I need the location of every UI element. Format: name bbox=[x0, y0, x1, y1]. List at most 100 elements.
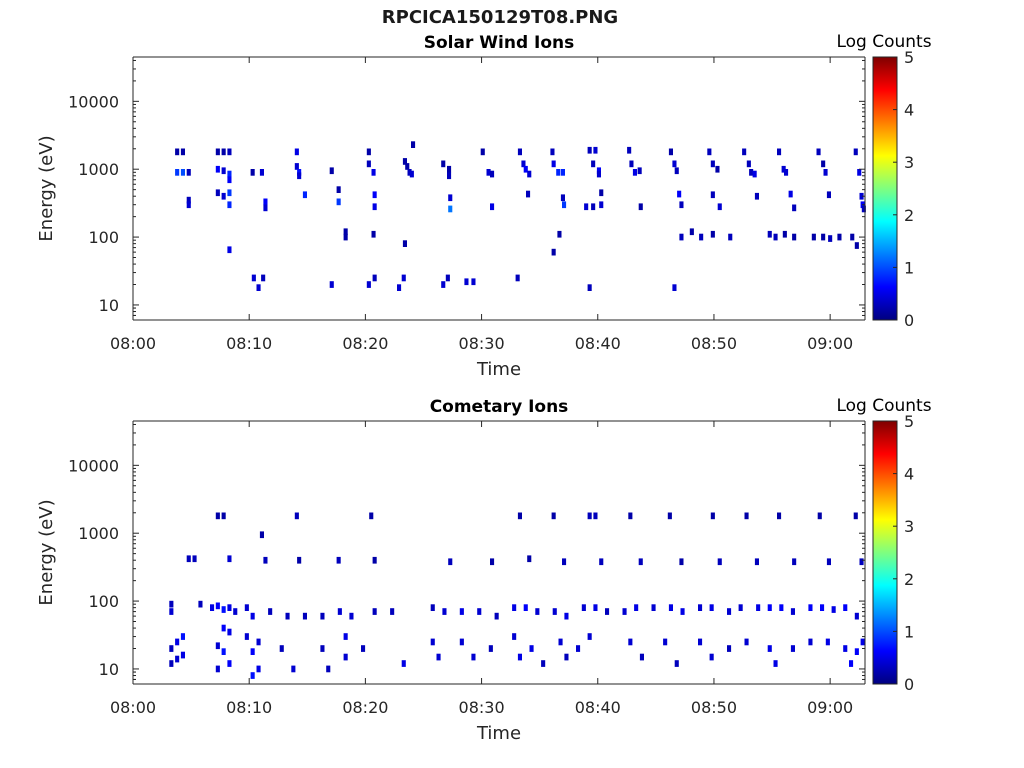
heatmap-cell bbox=[784, 169, 789, 176]
heatmap-cell bbox=[430, 604, 435, 611]
y-axis-label: Energy (eV) bbox=[36, 499, 57, 605]
heatmap-cell bbox=[169, 660, 174, 667]
heatmap-cell bbox=[651, 604, 656, 611]
heatmap-cell bbox=[227, 170, 232, 178]
heatmap-cell bbox=[558, 638, 563, 646]
heatmap-cell bbox=[244, 633, 249, 640]
heatmap-cell bbox=[523, 604, 528, 611]
heatmap-cell bbox=[526, 190, 531, 198]
heatmap-cell bbox=[343, 233, 348, 241]
x-tick-label: 08:10 bbox=[226, 334, 272, 353]
heatmap-cell bbox=[261, 274, 266, 282]
heatmap-cell bbox=[717, 558, 722, 566]
heatmap-cell bbox=[742, 148, 747, 156]
heatmap-cell bbox=[411, 141, 416, 148]
heatmap-cell bbox=[221, 624, 226, 632]
heatmap-cell bbox=[715, 165, 720, 173]
heatmap-cell bbox=[587, 633, 592, 640]
heatmap-cell bbox=[294, 163, 299, 170]
heatmap-cell bbox=[756, 604, 761, 611]
heatmap-cell bbox=[409, 170, 414, 178]
heatmap-cell bbox=[227, 148, 232, 156]
heatmap-cell bbox=[250, 169, 255, 176]
heatmap-cell bbox=[361, 645, 366, 652]
heatmap-cell bbox=[727, 608, 732, 615]
heatmap-cell bbox=[336, 556, 341, 564]
heatmap-cell bbox=[343, 228, 348, 236]
heatmap-cell bbox=[302, 612, 307, 620]
heatmap-cell bbox=[710, 512, 715, 520]
heatmap-cell bbox=[854, 242, 859, 249]
panel-title: Solar Wind Ions bbox=[424, 33, 575, 53]
heatmap-cell bbox=[263, 198, 268, 206]
colorbar-tick-label: 0 bbox=[904, 675, 914, 694]
heatmap-cell bbox=[727, 645, 732, 652]
heatmap-cell bbox=[517, 148, 522, 156]
heatmap-cell bbox=[638, 203, 643, 211]
heatmap-cell bbox=[372, 274, 377, 282]
heatmap-cell bbox=[551, 512, 556, 520]
heatmap-cell bbox=[527, 170, 532, 178]
heatmap-cell bbox=[221, 606, 226, 613]
heatmap-cell bbox=[593, 512, 598, 520]
heatmap-cell bbox=[366, 160, 371, 168]
heatmap-cell bbox=[788, 190, 793, 198]
heatmap-cell bbox=[285, 612, 290, 620]
heatmap-cell bbox=[599, 189, 604, 197]
heatmap-cell bbox=[447, 172, 452, 180]
heatmap-cell bbox=[169, 645, 174, 652]
heatmap-cell bbox=[629, 160, 634, 168]
x-tick-label: 08:40 bbox=[575, 334, 621, 353]
heatmap-cell bbox=[709, 653, 714, 661]
heatmap-cell bbox=[175, 638, 180, 646]
colorbar-tick-label: 4 bbox=[904, 101, 914, 120]
heatmap-cell bbox=[674, 660, 679, 667]
heatmap-cell bbox=[180, 651, 185, 659]
heatmap-cell bbox=[372, 191, 377, 199]
heatmap-cell bbox=[371, 230, 376, 238]
heatmap-cell bbox=[593, 146, 598, 154]
heatmap-cell bbox=[233, 608, 238, 615]
heatmap-cell bbox=[459, 638, 464, 646]
heatmap-cell bbox=[562, 558, 567, 566]
heatmap-cell bbox=[227, 189, 232, 197]
heatmap-cell bbox=[227, 628, 232, 636]
heatmap-cell bbox=[689, 228, 694, 236]
heatmap-cell bbox=[320, 645, 325, 652]
heatmap-cell bbox=[256, 284, 261, 291]
x-axis-label: Time bbox=[476, 723, 521, 744]
heatmap-cell bbox=[250, 672, 255, 679]
heatmap-cell bbox=[512, 604, 517, 611]
x-tick-label: 09:00 bbox=[807, 334, 853, 353]
heatmap-cell bbox=[402, 158, 407, 165]
heatmap-cell bbox=[853, 512, 858, 520]
panel-title: Cometary Ions bbox=[430, 397, 569, 417]
heatmap-cell bbox=[291, 665, 296, 673]
heatmap-cell bbox=[584, 203, 589, 211]
colorbar-tick-label: 0 bbox=[904, 311, 914, 330]
heatmap-cell bbox=[550, 148, 555, 156]
x-tick-label: 08:40 bbox=[575, 698, 621, 717]
heatmap-cell bbox=[854, 648, 859, 655]
heatmap-cell bbox=[639, 653, 644, 661]
heatmap-cell bbox=[599, 558, 604, 566]
heatmap-cell bbox=[622, 608, 627, 615]
plot-area bbox=[133, 57, 865, 320]
heatmap-cell bbox=[215, 642, 220, 650]
heatmap-cell bbox=[699, 233, 704, 241]
y-tick-label: 10000 bbox=[68, 92, 119, 111]
heatmap-cell bbox=[372, 203, 377, 211]
colorbar-tick-label: 1 bbox=[904, 622, 914, 641]
heatmap-cell bbox=[250, 648, 255, 655]
heatmap-cell bbox=[821, 233, 826, 241]
y-tick-label: 100 bbox=[88, 228, 119, 247]
heatmap-cell bbox=[781, 165, 786, 173]
heatmap-cell bbox=[576, 645, 581, 652]
heatmap-cell bbox=[581, 604, 586, 611]
heatmap-cell bbox=[175, 148, 180, 156]
heatmap-cell bbox=[850, 233, 855, 241]
heatmap-cell bbox=[448, 194, 453, 202]
heatmap-cell bbox=[710, 191, 715, 199]
heatmap-cell bbox=[442, 608, 447, 615]
heatmap-cell bbox=[674, 167, 679, 175]
